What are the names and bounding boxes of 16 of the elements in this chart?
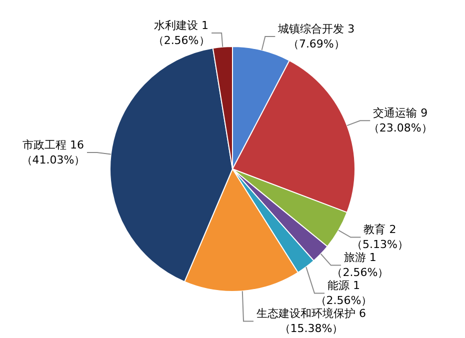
slice-label: 交通运输 9 <box>373 106 428 120</box>
slice-label: 旅游 1 <box>344 251 376 264</box>
data-label: （2.56%） <box>315 294 372 308</box>
data-label: （15.38%） <box>279 322 344 336</box>
data-label: （2.56%） <box>152 34 210 47</box>
data-label: （41.03%） <box>21 153 86 166</box>
data-label: （5.13%） <box>351 238 408 252</box>
data-label: （7.69%） <box>288 37 345 50</box>
data-label: （23.08%） <box>368 121 432 134</box>
data-label: （2.56%） <box>332 266 389 280</box>
slice-label: 水利建设 1 <box>154 18 209 32</box>
slice-label: 生态建设和环境保护 6 <box>256 307 366 320</box>
slice-label: 教育 2 <box>364 223 396 236</box>
slice-label: 市政工程 16 <box>22 138 84 152</box>
slice-label: 城镇综合开发 3 <box>277 22 355 36</box>
slice-label: 能源 1 <box>328 279 360 292</box>
